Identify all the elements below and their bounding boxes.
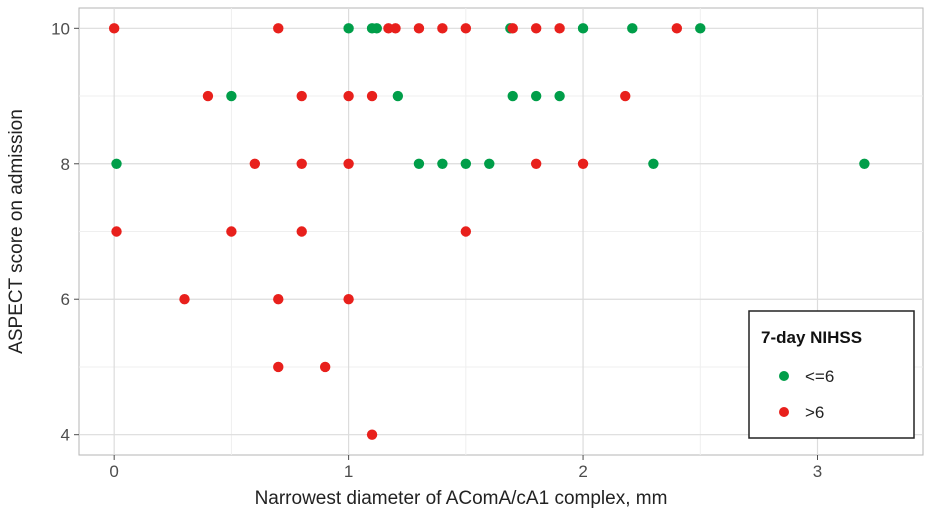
- data-point: [530, 158, 542, 169]
- data-points: [108, 23, 870, 440]
- x-tick-label: 1: [344, 462, 353, 481]
- grid-major: [79, 8, 923, 455]
- data-point: [343, 23, 354, 34]
- legend-items: <=6 >6: [779, 367, 834, 422]
- data-point: [273, 294, 284, 305]
- data-point: [437, 158, 448, 169]
- data-point: [507, 90, 518, 102]
- data-point: [413, 158, 425, 169]
- legend-label: <=6: [805, 367, 834, 386]
- data-point: [554, 23, 565, 34]
- data-point: [648, 158, 659, 169]
- data-point: [695, 23, 706, 34]
- data-point: [249, 158, 261, 169]
- y-tick-label: 6: [61, 290, 70, 309]
- data-point: [530, 23, 542, 34]
- y-axis-title: ASPECT score on admission: [6, 109, 27, 354]
- data-point: [179, 294, 190, 305]
- data-point: [460, 226, 472, 237]
- x-tick-label: 2: [578, 462, 587, 481]
- data-point: [620, 90, 631, 102]
- data-point: [671, 23, 683, 34]
- data-point: [343, 90, 354, 102]
- data-point: [366, 90, 378, 102]
- data-point: [296, 226, 307, 237]
- data-point: [554, 90, 565, 102]
- data-point: [111, 226, 122, 237]
- legend-label: >6: [805, 403, 824, 422]
- legend-title: 7-day NIHSS: [761, 328, 862, 347]
- x-tick-label: 0: [109, 462, 118, 481]
- data-point: [390, 23, 401, 34]
- data-point: [202, 90, 214, 102]
- y-tick-label: 8: [61, 155, 70, 174]
- data-point: [226, 90, 237, 102]
- data-point: [343, 294, 354, 305]
- data-point: [108, 23, 120, 34]
- data-point: [319, 361, 331, 373]
- data-point: [366, 429, 378, 440]
- data-point: [460, 23, 472, 34]
- legend-box: [748, 310, 915, 439]
- data-point: [296, 158, 307, 169]
- y-tick-label: 4: [61, 426, 70, 445]
- data-point: [627, 23, 638, 34]
- data-point: [273, 361, 284, 373]
- y-axis-ticks: 4 6 8 10: [51, 19, 79, 445]
- legend: 7-day NIHSS <=6 >6: [748, 310, 915, 439]
- data-point: [226, 226, 237, 237]
- data-point: [507, 23, 518, 34]
- data-point: [413, 23, 425, 34]
- data-point: [371, 23, 382, 34]
- x-axis-title: Narrowest diameter of AComA/cA1 complex,…: [255, 488, 668, 509]
- x-tick-label: 3: [813, 462, 822, 481]
- legend-marker: [779, 371, 789, 381]
- data-point: [437, 23, 448, 34]
- data-point: [577, 158, 589, 169]
- data-point: [392, 90, 404, 102]
- data-point: [343, 158, 354, 169]
- data-point: [111, 158, 122, 169]
- data-point: [530, 90, 542, 102]
- grid-minor: [79, 8, 923, 455]
- x-axis-ticks: 0 1 2 3: [109, 455, 822, 481]
- y-tick-label: 10: [51, 19, 70, 38]
- data-point: [859, 158, 870, 169]
- data-point: [296, 90, 307, 102]
- legend-marker: [779, 407, 789, 417]
- data-point: [460, 158, 472, 169]
- data-point: [273, 23, 284, 34]
- data-point: [484, 158, 495, 169]
- data-point: [577, 23, 589, 34]
